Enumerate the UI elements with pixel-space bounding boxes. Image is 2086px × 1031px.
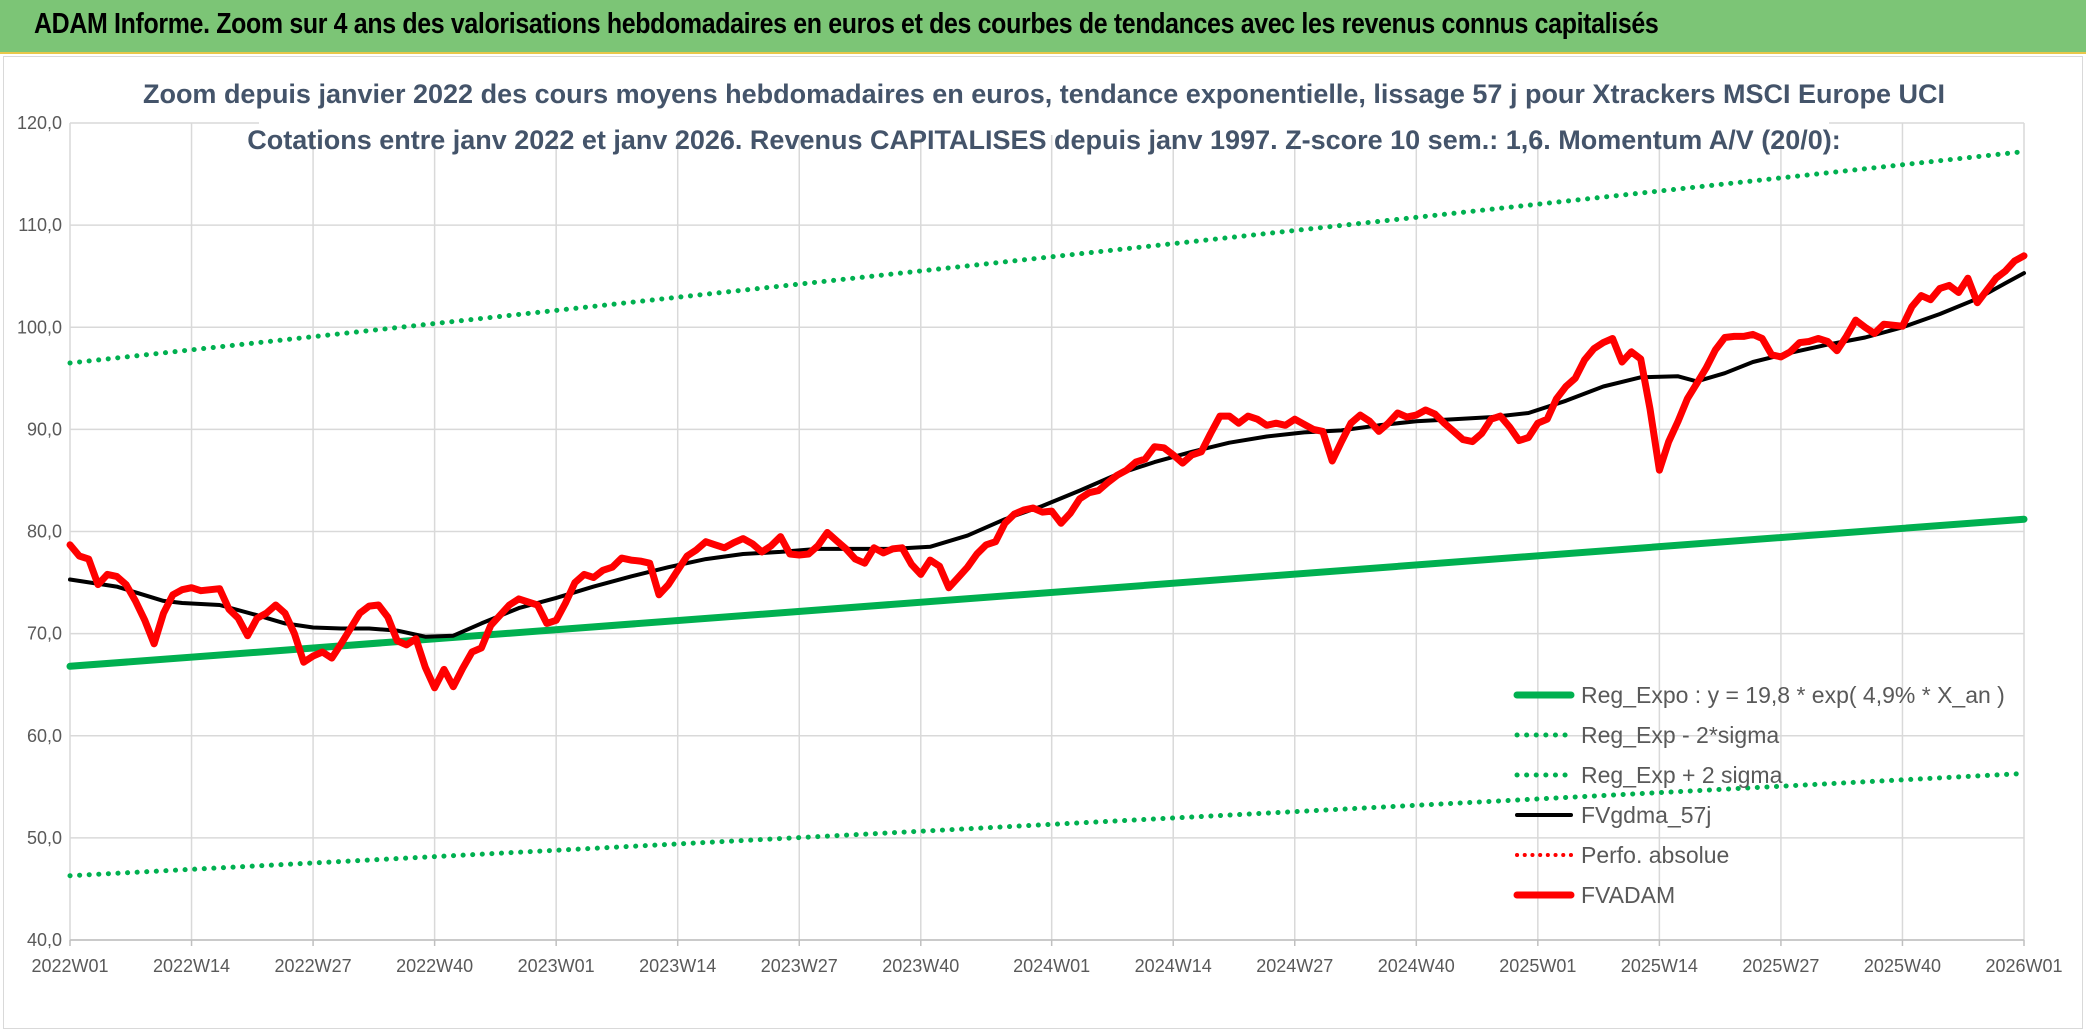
x-tick-label: 2023W14: [639, 956, 716, 976]
legend: Reg_Expo : y = 19,8 * exp( 4,9% * X_an )…: [1513, 682, 2005, 908]
x-tick-label: 2023W40: [882, 956, 959, 976]
x-tick-label: 2025W40: [1864, 956, 1941, 976]
y-tick-label: 80,0: [27, 522, 62, 542]
line-chart: Zoom depuis janvier 2022 des cours moyen…: [17, 63, 2063, 976]
report-title: ADAM Informe. Zoom sur 4 ans des valoris…: [34, 8, 1659, 40]
y-tick-label: 90,0: [27, 419, 62, 439]
legend-label: Perfo. absolue: [1581, 842, 1729, 868]
x-tick-label: 2026W01: [1985, 956, 2062, 976]
y-tick-label: 120,0: [17, 113, 62, 133]
x-tick-label: 2025W14: [1621, 956, 1698, 976]
legend-label: Reg_Exp + 2 sigma: [1581, 762, 1783, 788]
x-tick-label: 2025W01: [1499, 956, 1576, 976]
y-axis-ticks: 40,0 50,0 60,0 70,0 80,0 90,0 100,0 110,0 120,0: [17, 113, 62, 950]
series-line-reg-expo-y-19-8-exp-4-9-x-an: [66, 515, 2028, 670]
x-tick-label: 2024W14: [1135, 956, 1212, 976]
series-line-fvgdma-57j: [68, 271, 2026, 639]
x-tick-label: 2022W27: [275, 956, 352, 976]
chart-title-background: [259, 63, 1829, 135]
x-tick-label: 2025W27: [1742, 956, 1819, 976]
legend-label: FVgdma_57j: [1581, 802, 1711, 828]
y-tick-label: 40,0: [27, 930, 62, 950]
chart-area: Zoom depuis janvier 2022 des cours moyen…: [3, 56, 2083, 1029]
legend-label: Reg_Expo : y = 19,8 * exp( 4,9% * X_an ): [1581, 682, 2005, 708]
y-tick-label: 110,0: [18, 215, 62, 235]
x-tick-label: 2023W01: [518, 956, 595, 976]
x-axis-ticks: 2022W01 2022W14 2022W27 2022W40 2023W01 2023W…: [31, 956, 2062, 976]
series-line-reg-exp-2-sigma: [67, 149, 2027, 366]
series-lines: [66, 149, 2028, 879]
series-line-fvadam: [66, 252, 2028, 692]
x-tick-label: 2024W01: [1013, 956, 1090, 976]
y-tick-label: 50,0: [27, 828, 62, 848]
series-line-reg-exp-2-sigma: [67, 771, 2027, 879]
legend-label: Reg_Exp - 2*sigma: [1581, 722, 1779, 748]
report-header-banner: ADAM Informe. Zoom sur 4 ans des valoris…: [0, 0, 2086, 54]
chart-title: Zoom depuis janvier 2022 des cours moyen…: [143, 63, 1945, 155]
gridlines: [69, 122, 2025, 946]
y-tick-label: 70,0: [27, 624, 62, 644]
chart-title-line-1: Zoom depuis janvier 2022 des cours moyen…: [143, 79, 1945, 109]
x-tick-label: 2024W40: [1378, 956, 1455, 976]
y-tick-label: 60,0: [27, 726, 62, 746]
y-tick-label: 100,0: [17, 317, 62, 337]
x-tick-label: 2023W27: [761, 956, 838, 976]
x-tick-label: 2024W27: [1256, 956, 1333, 976]
x-tick-label: 2022W01: [31, 956, 108, 976]
x-tick-label: 2022W40: [396, 956, 473, 976]
x-tick-label: 2022W14: [153, 956, 230, 976]
legend-label: FVADAM: [1581, 882, 1675, 908]
chart-title-line-2: Cotations entre janv 2022 et janv 2026. …: [247, 125, 1841, 155]
